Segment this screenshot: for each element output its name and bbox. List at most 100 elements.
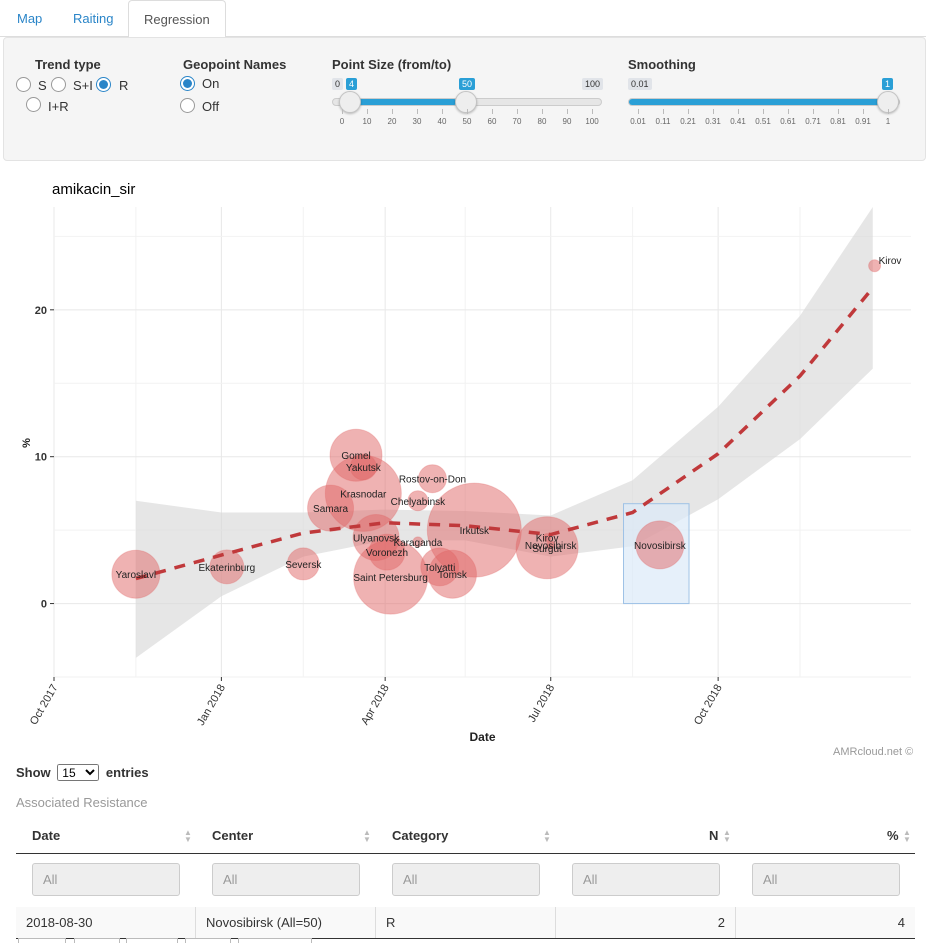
tab-map[interactable]: Map	[17, 11, 43, 26]
point-size-tick-label: 10	[362, 117, 372, 126]
data-point	[868, 259, 882, 273]
smoothing-tickmark	[888, 109, 889, 114]
regression-chart: Yaroslavl Ekaterinburg Seversk Samara GomelY…	[21, 207, 911, 744]
pagination-button[interactable]	[238, 938, 312, 943]
data-point	[426, 482, 522, 578]
point-size-tickmark	[592, 109, 593, 114]
point-size-to-handle[interactable]	[455, 91, 477, 113]
smoothing-tickmark	[713, 109, 714, 114]
table-caption: Associated Resistance	[16, 795, 148, 810]
tab-raiting[interactable]: Raiting	[73, 11, 114, 26]
point-size-tickmark	[442, 109, 443, 114]
data-point	[286, 547, 320, 581]
cell-center: Novosibirsk (All=50)	[196, 907, 376, 938]
point-size-from-handle[interactable]	[339, 91, 361, 113]
filter-category-input[interactable]: All	[392, 863, 540, 896]
point-label: Ekaterinburg	[199, 563, 256, 574]
column-header-date[interactable]: Date	[32, 828, 61, 843]
point-label: Saint Petersburg	[353, 573, 428, 584]
column-header-category[interactable]: Category	[392, 828, 449, 843]
filter-percent-input[interactable]: All	[752, 863, 900, 896]
trend-si-radio[interactable]	[51, 77, 66, 92]
data-point	[209, 549, 245, 585]
geopoint-off-label: Off	[202, 99, 220, 114]
cell-category: R	[376, 907, 556, 938]
point-label: Tolyatti	[424, 563, 455, 574]
smoothing-tick-label: 0.81	[830, 117, 846, 126]
tab-bar: Map Raiting Regression	[0, 0, 926, 38]
tab-regression[interactable]: Regression	[128, 0, 226, 38]
smoothing-tick-label: 1	[885, 117, 891, 126]
table-header: Date ▲ ▼ Center ▲ ▼ Category ▲ ▼ N ▲ ▼ % ▲ ▼	[16, 818, 915, 854]
smoothing-slider-track[interactable]	[628, 98, 900, 106]
smoothing-tick-label: 0.31	[705, 117, 721, 126]
data-point	[635, 520, 685, 570]
smoothing-tickmark	[788, 109, 789, 114]
point-size-tickmark	[342, 109, 343, 114]
point-label: Novosibirsk	[634, 541, 687, 552]
trend-r-radio[interactable]	[96, 77, 111, 92]
point-size-tick-label: 20	[387, 117, 397, 126]
geopoint-on-radio[interactable]	[180, 76, 195, 91]
point-label: Chelyabinsk	[391, 497, 446, 508]
pagination-button[interactable]	[18, 938, 66, 943]
trend-s-label: S	[38, 78, 47, 93]
column-header-n[interactable]: N	[709, 828, 719, 843]
point-size-tickmark	[567, 109, 568, 114]
smoothing-tickmark	[838, 109, 839, 114]
pagination-button[interactable]	[126, 938, 178, 943]
sort-icon: ▲ ▼	[723, 828, 731, 844]
x-tick-label: Oct 2017	[28, 683, 61, 728]
pagination-button[interactable]	[74, 938, 120, 943]
sort-icon: ▲ ▼	[543, 828, 551, 844]
point-size-tick-label: 90	[562, 117, 572, 126]
pagination-button[interactable]	[185, 938, 231, 943]
point-label: Yakutsk	[346, 463, 382, 474]
cell-n: 2	[556, 907, 736, 938]
x-tick-label: Apr 2018	[359, 683, 392, 728]
table-row[interactable]: 2018-08-30 Novosibirsk (All=50) R 2 4	[16, 907, 915, 939]
trend-ir-label: I+R	[48, 99, 69, 114]
filter-n-input[interactable]: All	[572, 863, 720, 896]
data-point	[417, 464, 447, 494]
smoothing-tickmark	[813, 109, 814, 114]
smoothing-tick-label: 0.51	[755, 117, 771, 126]
show-entries: Show 15 entries	[16, 764, 149, 781]
filter-date-input[interactable]: All	[32, 863, 180, 896]
cell-percent: 4	[897, 915, 905, 930]
point-label: Novosibirsk	[525, 541, 578, 552]
x-tick-label: Oct 2018	[692, 683, 725, 728]
trend-type-title: Trend type	[35, 57, 101, 72]
point-label: Seversk	[285, 560, 322, 571]
point-label: Krasnodar	[340, 489, 387, 500]
point-label: Voronezh	[366, 548, 408, 559]
y-axis-title: %	[21, 438, 33, 448]
point-size-min-badge: 0	[332, 78, 344, 90]
point-size-slider-range	[342, 99, 457, 105]
trend-ir-radio[interactable]	[26, 97, 41, 112]
sort-icon: ▲ ▼	[363, 828, 371, 844]
column-header-center[interactable]: Center	[212, 828, 254, 843]
page-length-select[interactable]: 15	[57, 764, 100, 781]
point-label: Yaroslavl	[116, 570, 156, 581]
filter-center-input[interactable]: All	[212, 863, 360, 896]
point-label: Ulyanovsk	[353, 533, 400, 544]
smoothing-title: Smoothing	[628, 57, 696, 72]
point-size-tick-label: 80	[537, 117, 547, 126]
smoothing-tickmark	[663, 109, 664, 114]
smoothing-tick-label: 0.91	[855, 117, 871, 126]
smoothing-tick-label: 0.21	[680, 117, 696, 126]
smoothing-tickmark	[638, 109, 639, 114]
geopoint-off-radio[interactable]	[180, 98, 195, 113]
cell-date: 2018-08-30	[16, 907, 196, 938]
trend-s-radio[interactable]	[16, 77, 31, 92]
y-tick-label: 0	[41, 599, 47, 611]
control-panel: Trend type S S+I R I+R Geopoint Names On…	[3, 37, 926, 161]
y-tick-label: 20	[35, 305, 47, 317]
column-header-percent[interactable]: %	[887, 828, 899, 843]
point-size-tickmark	[517, 109, 518, 114]
smoothing-tick-label: 0.01	[630, 117, 646, 126]
point-size-tick-label: 70	[512, 117, 522, 126]
smoothing-slider-range	[629, 99, 889, 105]
point-label: Gomel	[341, 451, 370, 462]
